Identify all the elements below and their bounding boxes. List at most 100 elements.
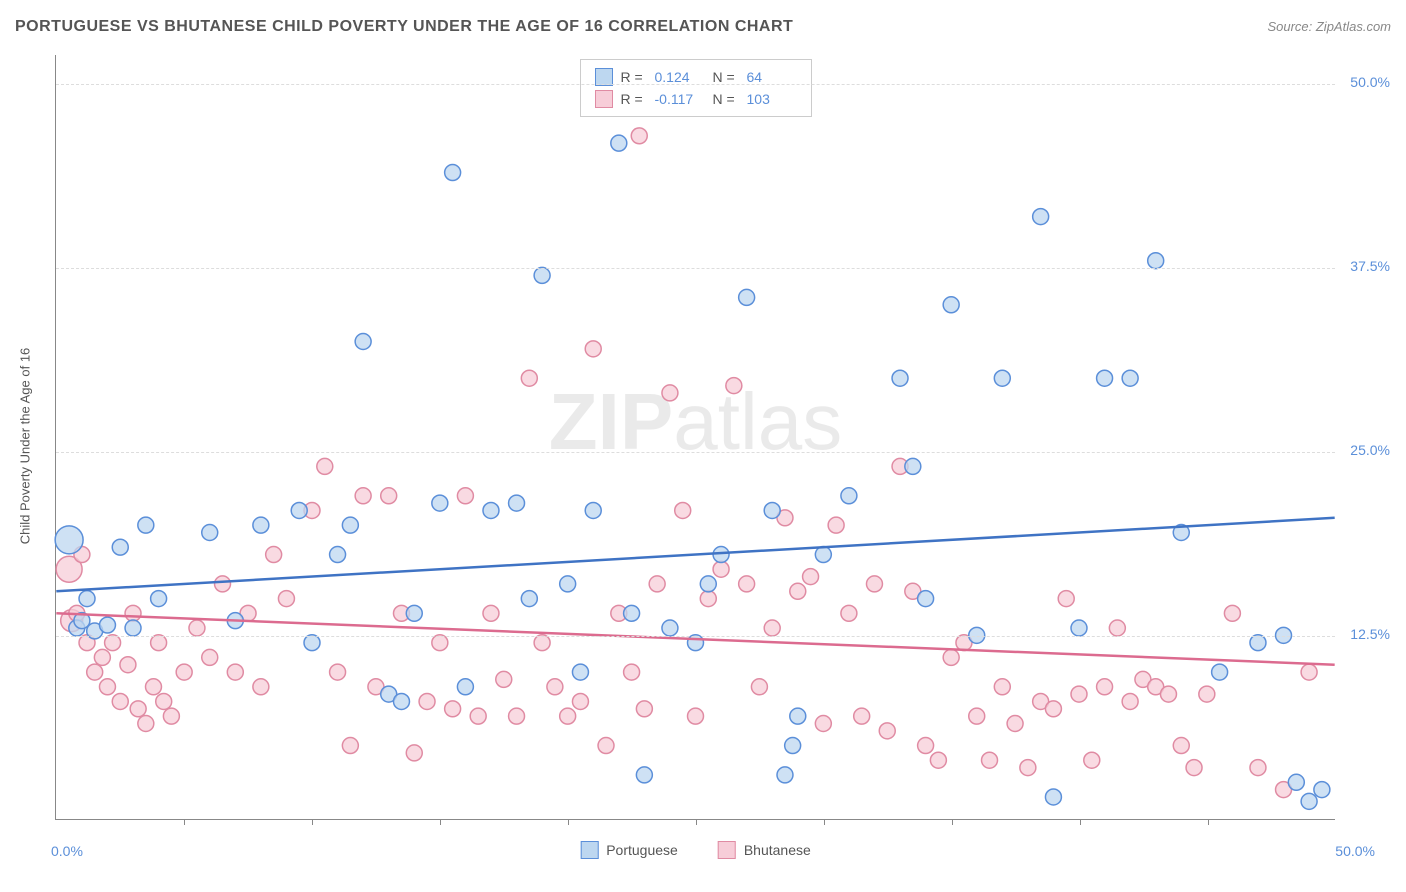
scatter-point-portuguese xyxy=(892,370,908,386)
scatter-point-bhutanese xyxy=(432,635,448,651)
scatter-point-portuguese xyxy=(841,488,857,504)
scatter-point-bhutanese xyxy=(266,547,282,563)
scatter-point-portuguese xyxy=(253,517,269,533)
stat-r-label: R = xyxy=(621,91,647,107)
scatter-point-bhutanese xyxy=(982,752,998,768)
scatter-point-bhutanese xyxy=(1160,686,1176,702)
scatter-point-bhutanese xyxy=(560,708,576,724)
scatter-point-bhutanese xyxy=(227,664,243,680)
scatter-point-portuguese xyxy=(662,620,678,636)
swatch-portuguese xyxy=(595,68,613,86)
scatter-point-bhutanese xyxy=(130,701,146,717)
y-axis-label: Child Poverty Under the Age of 16 xyxy=(18,348,33,545)
grid-line xyxy=(56,84,1335,85)
scatter-point-bhutanese xyxy=(1007,716,1023,732)
stat-n-portuguese: 64 xyxy=(747,69,797,85)
scatter-point-portuguese xyxy=(406,605,422,621)
scatter-point-bhutanese xyxy=(815,716,831,732)
scatter-point-bhutanese xyxy=(163,708,179,724)
scatter-point-bhutanese xyxy=(470,708,486,724)
scatter-point-portuguese xyxy=(624,605,640,621)
scatter-point-bhutanese xyxy=(624,664,640,680)
stat-n-bhutanese: 103 xyxy=(747,91,797,107)
scatter-point-bhutanese xyxy=(688,708,704,724)
scatter-point-bhutanese xyxy=(1301,664,1317,680)
scatter-point-bhutanese xyxy=(278,591,294,607)
scatter-point-bhutanese xyxy=(828,517,844,533)
scatter-point-bhutanese xyxy=(994,679,1010,695)
scatter-point-bhutanese xyxy=(547,679,563,695)
scatter-point-portuguese xyxy=(355,334,371,350)
legend-item-bhutanese: Bhutanese xyxy=(718,841,811,859)
scatter-point-portuguese xyxy=(560,576,576,592)
scatter-point-portuguese xyxy=(905,458,921,474)
scatter-point-bhutanese xyxy=(1173,738,1189,754)
scatter-point-portuguese xyxy=(112,539,128,555)
scatter-point-portuguese xyxy=(1097,370,1113,386)
x-tick xyxy=(696,819,697,825)
x-tick xyxy=(312,819,313,825)
scatter-point-portuguese xyxy=(138,517,154,533)
scatter-point-portuguese xyxy=(1033,209,1049,225)
scatter-point-bhutanese xyxy=(790,583,806,599)
scatter-point-portuguese xyxy=(125,620,141,636)
chart-plot-area: ZIPatlas R = 0.124 N = 64 R = -0.117 N =… xyxy=(55,55,1335,820)
scatter-point-bhutanese xyxy=(138,716,154,732)
scatter-point-portuguese xyxy=(483,502,499,518)
scatter-point-portuguese xyxy=(509,495,525,511)
scatter-point-portuguese xyxy=(55,526,83,554)
stat-r-portuguese: 0.124 xyxy=(655,69,705,85)
scatter-point-bhutanese xyxy=(1071,686,1087,702)
stat-r-bhutanese: -0.117 xyxy=(655,91,705,107)
scatter-point-portuguese xyxy=(815,547,831,563)
scatter-point-bhutanese xyxy=(125,605,141,621)
scatter-point-portuguese xyxy=(151,591,167,607)
scatter-point-bhutanese xyxy=(572,693,588,709)
scatter-point-portuguese xyxy=(202,525,218,541)
scatter-point-portuguese xyxy=(330,547,346,563)
y-tick-label: 50.0% xyxy=(1350,74,1390,90)
scatter-point-bhutanese xyxy=(943,649,959,665)
scatter-point-portuguese xyxy=(1288,774,1304,790)
stat-n-label: N = xyxy=(713,91,739,107)
scatter-point-portuguese xyxy=(585,502,601,518)
scatter-point-bhutanese xyxy=(1224,605,1240,621)
scatter-point-portuguese xyxy=(790,708,806,724)
x-tick xyxy=(184,819,185,825)
scatter-point-portuguese xyxy=(304,635,320,651)
y-tick-label: 12.5% xyxy=(1350,626,1390,642)
scatter-point-portuguese xyxy=(1314,782,1330,798)
x-tick xyxy=(824,819,825,825)
scatter-point-portuguese xyxy=(611,135,627,151)
stat-n-label: N = xyxy=(713,69,739,85)
swatch-portuguese xyxy=(580,841,598,859)
x-tick xyxy=(952,819,953,825)
x-tick xyxy=(1080,819,1081,825)
scatter-point-bhutanese xyxy=(202,649,218,665)
scatter-point-bhutanese xyxy=(764,620,780,636)
source-attribution: Source: ZipAtlas.com xyxy=(1267,19,1391,34)
scatter-point-portuguese xyxy=(1071,620,1087,636)
scatter-point-bhutanese xyxy=(94,649,110,665)
scatter-point-portuguese xyxy=(534,267,550,283)
stats-row-bhutanese: R = -0.117 N = 103 xyxy=(595,88,797,110)
scatter-point-portuguese xyxy=(457,679,473,695)
scatter-point-portuguese xyxy=(79,591,95,607)
scatter-point-bhutanese xyxy=(1097,679,1113,695)
scatter-point-bhutanese xyxy=(854,708,870,724)
scatter-point-bhutanese xyxy=(930,752,946,768)
scatter-point-portuguese xyxy=(943,297,959,313)
swatch-bhutanese xyxy=(595,90,613,108)
scatter-point-bhutanese xyxy=(215,576,231,592)
grid-line xyxy=(56,452,1335,453)
scatter-point-bhutanese xyxy=(406,745,422,761)
scatter-point-portuguese xyxy=(739,289,755,305)
scatter-point-portuguese xyxy=(1212,664,1228,680)
scatter-point-bhutanese xyxy=(803,569,819,585)
swatch-bhutanese xyxy=(718,841,736,859)
scatter-point-bhutanese xyxy=(636,701,652,717)
scatter-point-portuguese xyxy=(994,370,1010,386)
scatter-point-portuguese xyxy=(572,664,588,680)
scatter-point-bhutanese xyxy=(751,679,767,695)
scatter-point-bhutanese xyxy=(1084,752,1100,768)
